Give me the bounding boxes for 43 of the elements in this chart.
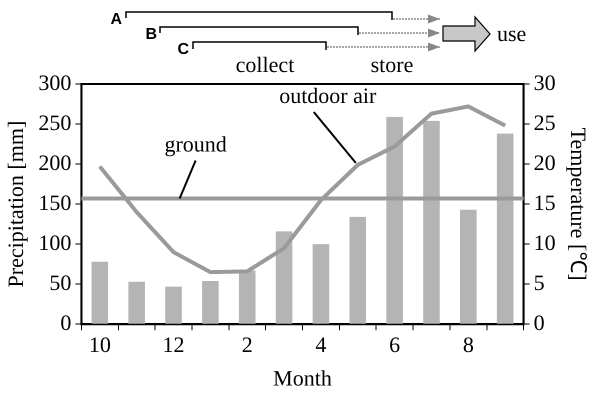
bar bbox=[238, 270, 256, 324]
y-tick-label: 100 bbox=[38, 230, 72, 255]
text: C bbox=[177, 41, 190, 58]
bar bbox=[496, 134, 514, 324]
bar bbox=[202, 280, 219, 324]
y-tick-label: 300 bbox=[38, 70, 72, 95]
bar bbox=[128, 282, 145, 324]
y2-tick-label: 0 bbox=[534, 310, 545, 335]
y2-tick-label: 10 bbox=[534, 230, 556, 255]
bar bbox=[386, 116, 403, 324]
series-label: outdoor air bbox=[279, 82, 378, 108]
y-tick-label: 50 bbox=[49, 270, 72, 295]
bar bbox=[349, 216, 366, 324]
x-tick-label: 2 bbox=[242, 332, 253, 358]
x-tick-label: 10 bbox=[88, 332, 111, 358]
text: B bbox=[145, 26, 157, 43]
bar bbox=[92, 262, 108, 324]
bar bbox=[276, 231, 292, 324]
y2-tick-label: 5 bbox=[534, 270, 545, 295]
x-tick-label: 6 bbox=[389, 332, 400, 358]
x-axis-title: Month bbox=[273, 366, 332, 391]
bar bbox=[312, 244, 330, 324]
bar bbox=[165, 286, 182, 324]
y2-tick-label: 15 bbox=[534, 190, 556, 215]
bar bbox=[460, 210, 477, 324]
y2-tick-label: 20 bbox=[534, 150, 556, 175]
y-tick-label: 200 bbox=[38, 150, 72, 175]
x-tick-label: 4 bbox=[315, 332, 326, 358]
y-tick-label: 0 bbox=[60, 310, 72, 335]
y-axis-title: Precipitation [mm] bbox=[2, 120, 28, 288]
text: use bbox=[497, 21, 526, 46]
y2-tick-label: 30 bbox=[534, 70, 556, 95]
x-tick-label: 8 bbox=[462, 332, 474, 358]
text: collect bbox=[236, 52, 294, 77]
ref-line-label: ground bbox=[164, 131, 227, 156]
bar bbox=[423, 120, 440, 324]
y-tick-label: 150 bbox=[38, 190, 72, 215]
y2-tick-label: 25 bbox=[534, 110, 556, 135]
text: A bbox=[110, 11, 122, 28]
text: store bbox=[370, 52, 414, 77]
x-tick-label: 12 bbox=[162, 332, 185, 358]
y2-axis-title: Temperature [℃] bbox=[566, 128, 592, 281]
y-tick-label: 250 bbox=[38, 110, 72, 135]
